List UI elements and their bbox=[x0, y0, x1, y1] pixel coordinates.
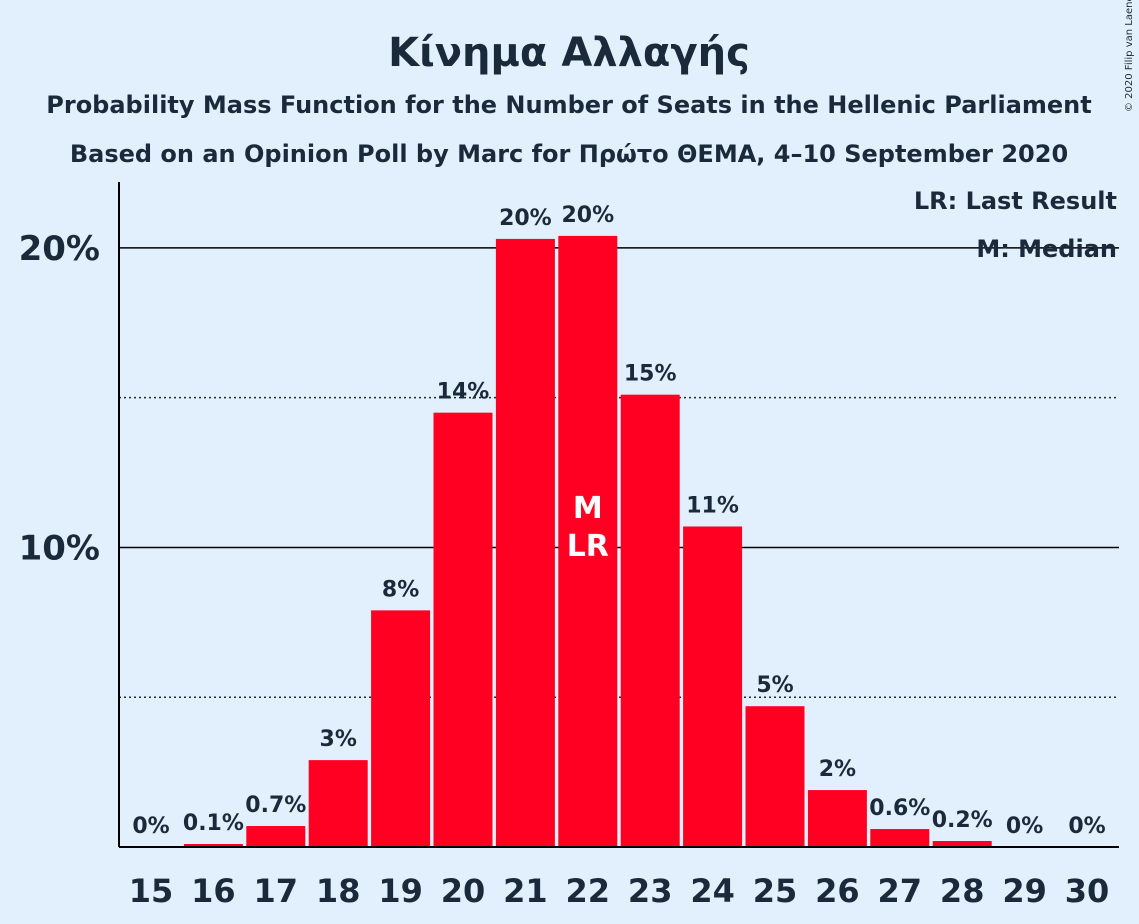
x-tick-23: 23 bbox=[628, 872, 673, 910]
bar-23 bbox=[620, 394, 680, 847]
bar-labels: 0% 0.1%0.7% 3% 8% 14% 20% 20% 15% 11% 5% 2% 0.6% 0.2… bbox=[132, 203, 1105, 839]
x-tick-30: 30 bbox=[1065, 872, 1110, 910]
bar-markers: MLR bbox=[567, 491, 609, 564]
legend-item-1: M: Median bbox=[976, 235, 1117, 263]
y-tick-1: 20% bbox=[19, 229, 100, 269]
x-tick-28: 28 bbox=[940, 872, 985, 910]
bar-17 bbox=[246, 826, 306, 847]
bar-16 bbox=[183, 844, 243, 847]
x-tick-16: 16 bbox=[191, 872, 236, 910]
bar-label-26: 2% bbox=[819, 757, 856, 782]
x-tick-15: 15 bbox=[129, 872, 174, 910]
bar-19 bbox=[371, 610, 431, 847]
bar-label-18: 3% bbox=[320, 727, 357, 752]
axes: 15 16 17 18 19 20 21 22 23 24 25 26 27 28 29 30 10% 20% bbox=[19, 182, 1119, 910]
bar-label-24: 11% bbox=[686, 493, 739, 518]
gridlines bbox=[119, 247, 1119, 698]
bar-25 bbox=[745, 706, 805, 847]
bar-27 bbox=[870, 829, 930, 847]
bar-label-17: 0.7% bbox=[245, 793, 306, 818]
bars bbox=[183, 235, 992, 847]
bar-label-23: 15% bbox=[624, 362, 677, 387]
bar-26 bbox=[807, 790, 867, 847]
x-tick-21: 21 bbox=[503, 872, 548, 910]
bar-28 bbox=[932, 841, 992, 847]
bar-label-29: 0% bbox=[1006, 814, 1043, 839]
bar-label-15: 0% bbox=[132, 814, 169, 839]
x-tick-29: 29 bbox=[1002, 872, 1047, 910]
bar-label-21: 20% bbox=[499, 206, 552, 231]
bar-label-16: 0.1% bbox=[183, 811, 244, 836]
x-tick-22: 22 bbox=[566, 872, 611, 910]
x-tick-20: 20 bbox=[441, 872, 486, 910]
bar-label-19: 8% bbox=[382, 577, 419, 602]
bar-24 bbox=[683, 526, 743, 847]
copyright-note: © 2020 Filip van Laenen bbox=[1124, 0, 1135, 112]
bar-label-20: 14% bbox=[437, 380, 490, 405]
x-tick-26: 26 bbox=[815, 872, 860, 910]
legend-item-0: LR: Last Result bbox=[914, 187, 1117, 215]
bar-label-30: 0% bbox=[1068, 814, 1105, 839]
y-tick-0: 10% bbox=[19, 528, 100, 568]
bar-label-28: 0.2% bbox=[932, 808, 993, 833]
bar-20 bbox=[433, 412, 493, 847]
x-tick-25: 25 bbox=[753, 872, 798, 910]
bar-label-25: 5% bbox=[756, 673, 793, 698]
marker-lr: LR bbox=[567, 529, 609, 564]
chart-subtitle-2: Based on an Opinion Poll by Marc for Πρώ… bbox=[70, 140, 1068, 168]
chart-subtitle-1: Probability Mass Function for the Number… bbox=[46, 91, 1091, 119]
marker-m: M bbox=[573, 491, 603, 526]
chart-title: Κίνημα Αλλαγής bbox=[388, 30, 750, 76]
bar-22 bbox=[558, 235, 618, 847]
bar-label-22: 20% bbox=[561, 203, 614, 228]
x-tick-17: 17 bbox=[254, 872, 299, 910]
bar-18 bbox=[308, 760, 368, 847]
legend: LR: Last Result M: Median bbox=[914, 187, 1117, 263]
x-tick-24: 24 bbox=[690, 872, 735, 910]
bar-21 bbox=[495, 238, 555, 847]
x-tick-19: 19 bbox=[378, 872, 423, 910]
bar-label-27: 0.6% bbox=[869, 796, 930, 821]
x-tick-27: 27 bbox=[878, 872, 923, 910]
x-tick-18: 18 bbox=[316, 872, 361, 910]
